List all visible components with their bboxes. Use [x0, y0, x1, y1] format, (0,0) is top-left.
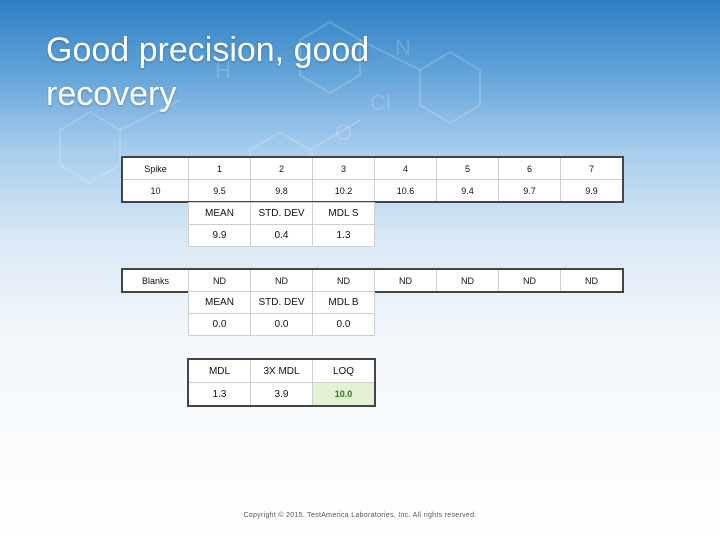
table-cell: 3X MDL	[250, 359, 313, 383]
table-row: 0.0 0.0 0.0	[188, 313, 375, 336]
table-cell: MDL	[188, 359, 251, 383]
table-cell: ND	[312, 269, 375, 292]
svg-text:O: O	[335, 120, 352, 145]
table-row: 9.9 0.4 1.3	[188, 224, 375, 247]
table-row: MEAN STD. DEV MDL S	[188, 202, 375, 225]
table-cell: LOQ	[312, 359, 375, 383]
copyright-footer: Copyright © 2015. TestAmerica Laboratori…	[243, 512, 477, 519]
table-cell: 0.0	[312, 313, 375, 336]
table-cell: 0.0	[188, 313, 251, 336]
table-cell: ND	[560, 269, 623, 292]
table-cell: STD. DEV	[250, 202, 313, 225]
table-cell: ND	[498, 269, 561, 292]
table-cell: ND	[250, 269, 313, 292]
table-cell: 10	[122, 179, 189, 202]
table-cell: 9.8	[250, 179, 313, 202]
slide-title: Good precision, good recovery	[46, 31, 370, 113]
loq-value-cell: 10.0	[312, 382, 375, 406]
table-cell: MDL S	[312, 202, 375, 225]
table-cell: 9.5	[188, 179, 251, 202]
table-row: MEAN STD. DEV MDL B	[188, 291, 375, 314]
table-cell: 0.4	[250, 224, 313, 247]
table-cell: 6	[498, 157, 561, 180]
table-cell: 0.0	[250, 313, 313, 336]
table-cell: 1	[188, 157, 251, 180]
table-cell: MEAN	[188, 291, 251, 314]
table-row: 1.3 3.9 10.0	[188, 382, 375, 406]
table-cell: 3	[312, 157, 375, 180]
table-cell: 1.3	[312, 224, 375, 247]
blank-stats-table: MEAN STD. DEV MDL B 0.0 0.0 0.0	[188, 291, 375, 336]
table-row: Blanks ND ND ND ND ND ND ND	[122, 269, 623, 292]
table-row: MDL 3X MDL LOQ	[188, 359, 375, 383]
table-cell: 9.9	[188, 224, 251, 247]
table-cell: MDL B	[312, 291, 375, 314]
table-cell: 3.9	[250, 382, 313, 406]
table-cell: 9.4	[436, 179, 499, 202]
table-cell: STD. DEV	[250, 291, 313, 314]
table-cell: 2	[250, 157, 313, 180]
table-cell: Blanks	[122, 269, 189, 292]
table-row: Spike 1 2 3 4 5 6 7	[122, 157, 623, 180]
table-cell: 10.2	[312, 179, 375, 202]
table-cell: 4	[374, 157, 437, 180]
spike-stats-table: MEAN STD. DEV MDL S 9.9 0.4 1.3	[188, 202, 375, 247]
table-cell: 7	[560, 157, 623, 180]
table-cell: ND	[374, 269, 437, 292]
spike-results-table: Spike 1 2 3 4 5 6 7 10 9.5 9.8 10.2 10.6…	[121, 156, 624, 203]
table-cell: 9.9	[560, 179, 623, 202]
table-cell: 10.6	[374, 179, 437, 202]
table-cell: MEAN	[188, 202, 251, 225]
table-cell: Spike	[122, 157, 189, 180]
table-cell: ND	[188, 269, 251, 292]
blanks-results-table: Blanks ND ND ND ND ND ND ND	[121, 268, 624, 293]
mdl-loq-table: MDL 3X MDL LOQ 1.3 3.9 10.0	[187, 358, 376, 407]
table-cell: 9.7	[498, 179, 561, 202]
table-cell: 5	[436, 157, 499, 180]
table-cell: 1.3	[188, 382, 251, 406]
table-row: 10 9.5 9.8 10.2 10.6 9.4 9.7 9.9	[122, 179, 623, 202]
table-cell: ND	[436, 269, 499, 292]
